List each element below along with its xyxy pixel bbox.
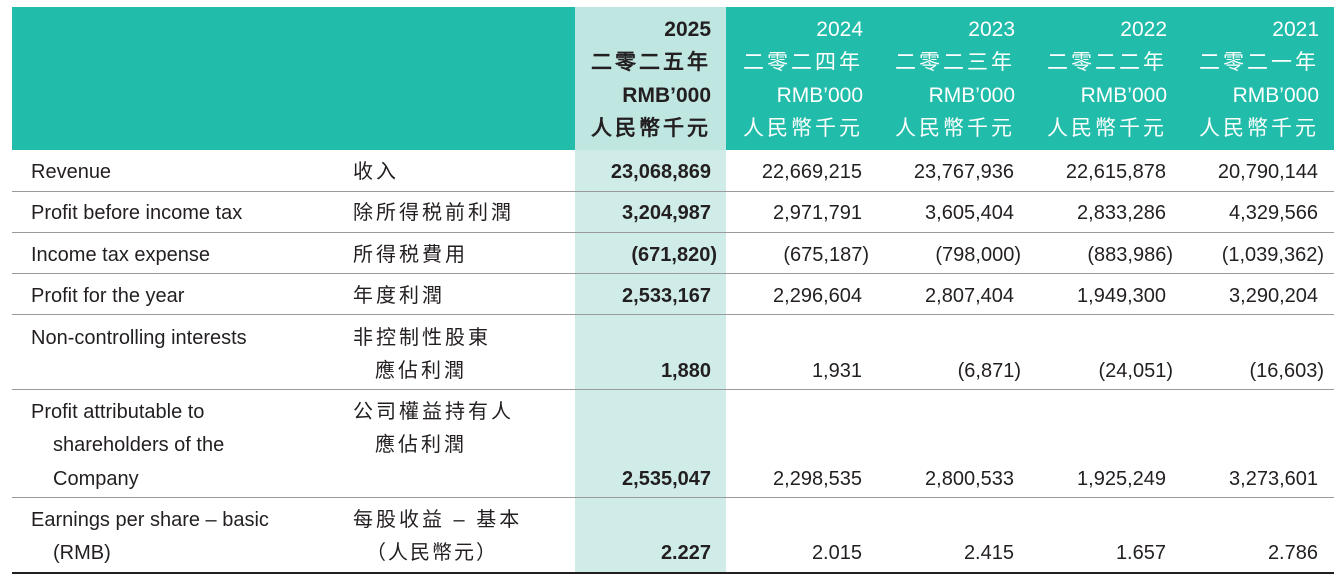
value-2025: 2.227 bbox=[660, 542, 711, 564]
column-year: 2021 bbox=[1272, 18, 1319, 41]
value-2024: 1,931 bbox=[811, 360, 862, 382]
column-year: 2023 bbox=[968, 18, 1015, 41]
value-2022: 1,949,300 bbox=[1077, 285, 1166, 307]
row-label-en: Earnings per share – basic bbox=[31, 509, 269, 531]
row-label-zh: （人民幣元） bbox=[366, 542, 498, 564]
row-label-en: Company bbox=[53, 468, 139, 490]
value-2025: 2,533,167 bbox=[622, 285, 711, 307]
value-2022: 22,615,878 bbox=[1065, 161, 1166, 183]
row-divider bbox=[12, 273, 1334, 274]
column-unit: RMB’000 bbox=[776, 84, 863, 107]
column-unit: RMB’000 bbox=[928, 84, 1015, 107]
row-label-zh: 公司權益持有人 bbox=[353, 401, 514, 423]
value-2024: 2,296,604 bbox=[773, 285, 862, 307]
column-year: 2022 bbox=[1120, 18, 1167, 41]
row-label-zh: 所得税費用 bbox=[353, 244, 468, 266]
row-label-zh: 收入 bbox=[353, 161, 399, 183]
row-label-zh: 除所得税前利潤 bbox=[353, 202, 514, 224]
row-divider bbox=[12, 497, 1334, 498]
row-divider bbox=[12, 314, 1334, 315]
column-header-2022: 2022 二零二二年 RMB’000 人民幣千元 bbox=[1016, 13, 1167, 145]
value-2023: 3,605,404 bbox=[925, 202, 1014, 224]
column-unit: RMB’000 bbox=[1232, 84, 1319, 107]
row-label-en: Income tax expense bbox=[31, 244, 210, 266]
value-2025: 3,204,987 bbox=[622, 202, 711, 224]
value-2021: (16,603) bbox=[1249, 360, 1325, 382]
value-2024: 2.015 bbox=[811, 542, 862, 564]
column-year: 2025 bbox=[664, 18, 711, 41]
value-2022: (24,051) bbox=[1098, 360, 1174, 382]
value-2023: 2.415 bbox=[963, 542, 1014, 564]
column-zh-year: 二零二二年 bbox=[1047, 51, 1167, 74]
row-label-zh: 非控制性股東 bbox=[353, 327, 491, 349]
value-2023: (6,871) bbox=[957, 360, 1021, 382]
current-year-header-highlight bbox=[575, 7, 726, 150]
row-label-en: Profit attributable to bbox=[31, 401, 205, 423]
row-label-zh: 每股收益 – 基本 bbox=[353, 509, 523, 531]
row-label-zh: 應佔利潤 bbox=[375, 434, 467, 456]
value-2022: 1,925,249 bbox=[1077, 468, 1166, 490]
value-2024: 22,669,215 bbox=[761, 161, 862, 183]
column-zh-unit: 人民幣千元 bbox=[743, 117, 863, 140]
column-header-2023: 2023 二零二三年 RMB’000 人民幣千元 bbox=[864, 13, 1015, 145]
value-2021: 3,290,204 bbox=[1229, 285, 1318, 307]
column-zh-unit: 人民幣千元 bbox=[895, 117, 1015, 140]
value-2023: (798,000) bbox=[935, 244, 1021, 266]
value-2021: (1,039,362) bbox=[1221, 244, 1324, 266]
column-header-2025: 2025 二零二五年 RMB’000 人民幣千元 bbox=[560, 13, 711, 145]
value-2021: 2.786 bbox=[1267, 542, 1318, 564]
row-label-zh: 應佔利潤 bbox=[375, 360, 467, 382]
value-2024: (675,187) bbox=[783, 244, 869, 266]
value-2025: 2,535,047 bbox=[622, 468, 711, 490]
value-2023: 2,807,404 bbox=[925, 285, 1014, 307]
column-unit: RMB’000 bbox=[1080, 84, 1167, 107]
value-2024: 2,298,535 bbox=[773, 468, 862, 490]
value-2021: 20,790,144 bbox=[1217, 161, 1318, 183]
column-zh-unit: 人民幣千元 bbox=[591, 117, 711, 140]
row-divider bbox=[12, 389, 1334, 390]
column-header-2024: 2024 二零二四年 RMB’000 人民幣千元 bbox=[712, 13, 863, 145]
row-label-en: Non-controlling interests bbox=[31, 327, 247, 349]
row-label-en: shareholders of the bbox=[53, 434, 225, 456]
column-zh-year: 二零二四年 bbox=[743, 51, 863, 74]
column-zh-year: 二零二一年 bbox=[1199, 51, 1319, 74]
column-header-2021: 2021 二零二一年 RMB’000 人民幣千元 bbox=[1168, 13, 1319, 145]
row-label-en: Revenue bbox=[31, 161, 112, 183]
row-divider bbox=[12, 191, 1334, 192]
row-label-zh: 年度利潤 bbox=[353, 285, 445, 307]
value-2025: 1,880 bbox=[660, 360, 711, 382]
table-bottom-rule bbox=[12, 572, 1334, 574]
row-label-en: Profit before income tax bbox=[31, 202, 243, 224]
column-zh-unit: 人民幣千元 bbox=[1047, 117, 1167, 140]
value-2023: 2,800,533 bbox=[925, 468, 1014, 490]
value-2021: 4,329,566 bbox=[1229, 202, 1318, 224]
column-unit: RMB’000 bbox=[622, 84, 711, 107]
value-2023: 23,767,936 bbox=[913, 161, 1014, 183]
column-zh-unit: 人民幣千元 bbox=[1199, 117, 1319, 140]
value-2022: 1.657 bbox=[1115, 542, 1166, 564]
value-2025: 23,068,869 bbox=[610, 161, 711, 183]
row-label-en: (RMB) bbox=[53, 542, 111, 564]
value-2025: (671,820) bbox=[631, 244, 717, 266]
column-zh-year: 二零二三年 bbox=[895, 51, 1015, 74]
value-2022: (883,986) bbox=[1087, 244, 1173, 266]
row-divider bbox=[12, 232, 1334, 233]
column-year: 2024 bbox=[816, 18, 863, 41]
value-2021: 3,273,601 bbox=[1229, 468, 1318, 490]
column-zh-year: 二零二五年 bbox=[591, 51, 711, 74]
value-2022: 2,833,286 bbox=[1077, 202, 1166, 224]
value-2024: 2,971,791 bbox=[773, 202, 862, 224]
row-label-en: Profit for the year bbox=[31, 285, 185, 307]
